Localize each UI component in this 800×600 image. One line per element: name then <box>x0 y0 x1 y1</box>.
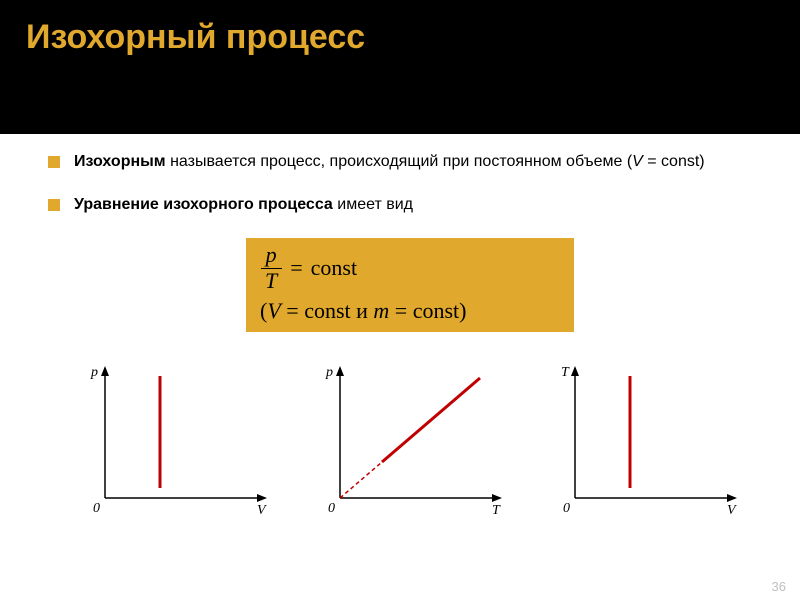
bullet-item: Изохорным называется процесс, происходящ… <box>48 152 772 173</box>
bullet-text: имеет вид <box>333 196 413 213</box>
svg-text:p: p <box>90 365 98 380</box>
slide-title: Изохорный процесс <box>26 18 365 57</box>
fraction-denominator: T <box>260 269 282 292</box>
svg-text:0: 0 <box>563 501 570 516</box>
svg-text:T: T <box>492 503 501 518</box>
svg-text:p: p <box>325 365 333 380</box>
equation-var-m: m <box>373 298 389 323</box>
fraction-numerator: p <box>261 244 282 269</box>
chart-pt: p T 0 <box>310 358 510 518</box>
bullet-tail: = const) <box>643 153 705 170</box>
equation-var-v: V <box>267 298 280 323</box>
equation-line-2: (V = const и m = const) <box>260 298 560 324</box>
bullet-text: называется процесс, происходящий при пос… <box>166 153 633 170</box>
bullet-var: V <box>632 153 643 170</box>
chart-tv: T V 0 <box>545 358 745 518</box>
bullet-item: Уравнение изохорного процесса имеет вид <box>48 195 772 216</box>
svg-text:V: V <box>727 503 737 518</box>
svg-text:V: V <box>257 503 267 518</box>
title-band: Изохорный процесс <box>0 0 800 134</box>
equation-box: p T = const (V = const и m = const) <box>246 238 574 332</box>
equation-text-b: = const) <box>389 298 466 323</box>
bullet-strong: Изохорным <box>74 153 166 170</box>
page-number: 36 <box>772 579 786 594</box>
svg-text:0: 0 <box>93 501 100 516</box>
chart-pv: p V 0 <box>75 358 275 518</box>
svg-text:0: 0 <box>328 501 335 516</box>
equation-line-1: p T = const <box>260 244 560 292</box>
slide-body: Изохорным называется процесс, происходящ… <box>0 134 800 518</box>
bullet-list: Изохорным называется процесс, происходящ… <box>48 152 772 216</box>
bullet-strong: Уравнение изохорного процесса <box>74 196 333 213</box>
equation-fraction: p T <box>260 244 282 292</box>
svg-text:T: T <box>561 365 570 380</box>
equals-sign: = <box>290 255 302 281</box>
equation-text-a: = const и <box>281 298 374 323</box>
charts-row: p V 0 p T 0 T V 0 <box>48 358 772 518</box>
equation-rhs: const <box>311 255 357 281</box>
